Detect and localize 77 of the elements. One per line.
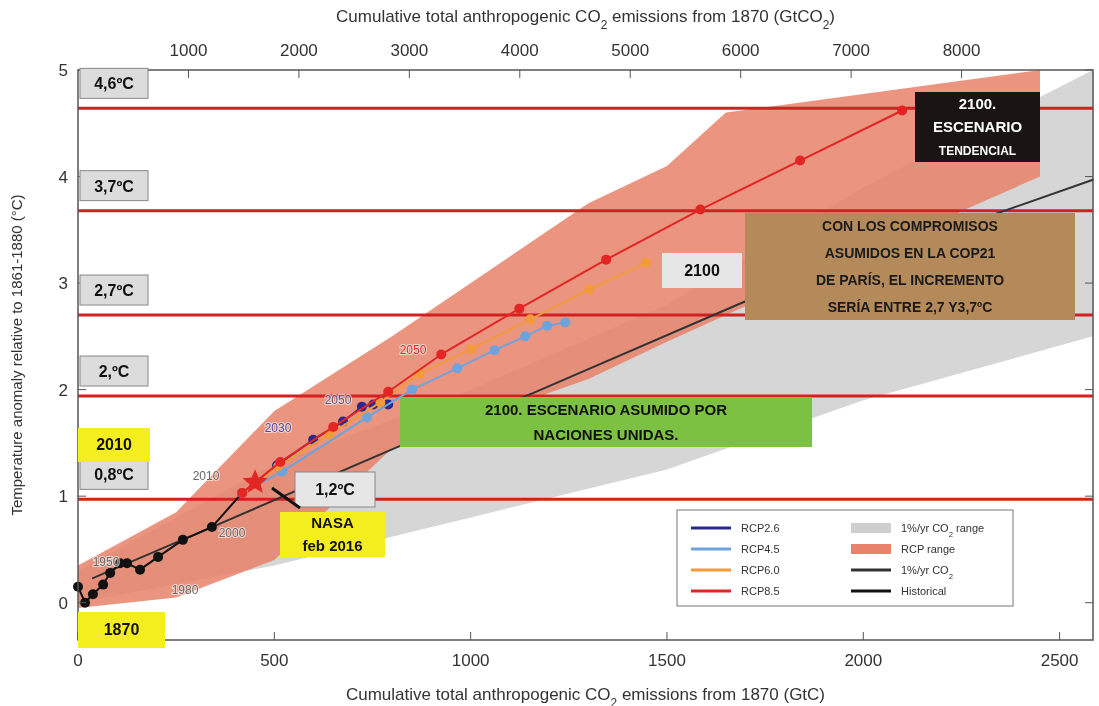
x2-tick-label: 7000 <box>832 41 871 60</box>
annotation: 1980 <box>171 583 199 597</box>
point <box>584 284 595 295</box>
point <box>87 589 98 600</box>
legend-label: 1%/yr CO$_{2}$ range <box>901 522 985 539</box>
ref-line-label: 2,7ºC <box>94 282 135 300</box>
x-tick-label: 0 <box>73 651 83 670</box>
x2-tick-label: 4000 <box>500 41 539 60</box>
y-tick-label: 1 <box>58 487 68 507</box>
annotation: 2050 <box>324 393 352 407</box>
annotation: 2100 <box>684 261 720 279</box>
point <box>452 363 463 374</box>
x-tick-label: 2000 <box>844 651 883 670</box>
ref-line-label: 4,6ºC <box>94 75 135 93</box>
annotation: 2050 <box>399 343 427 357</box>
legend-label: RCP range <box>901 543 956 555</box>
legend-label: RCP8.5 <box>741 585 780 597</box>
legend-label: Historical <box>901 585 947 597</box>
x2-tick-label: 1000 <box>169 41 208 60</box>
point <box>695 204 706 215</box>
point <box>98 579 109 590</box>
point <box>80 597 91 608</box>
ref-line-label: 0,8ºC <box>94 466 135 484</box>
y-tick-label: 3 <box>58 274 68 294</box>
y-axis-title: Temperature anomaly relative to 1861-1880 (°C) <box>8 194 25 516</box>
ref-line-label: 3,7ºC <box>94 177 135 195</box>
legend-label: RCP4.5 <box>741 543 780 555</box>
point <box>641 257 652 268</box>
y-tick-label: 2 <box>58 380 68 400</box>
point <box>897 105 908 116</box>
x-tick-label: 1000 <box>451 651 490 670</box>
annotation: 2000 <box>218 526 246 540</box>
x-tick-label: 2500 <box>1040 651 1079 670</box>
x2-tick-label: 5000 <box>611 41 650 60</box>
x2-tick-label: 6000 <box>721 41 760 60</box>
point <box>560 317 571 328</box>
legend-label: RCP6.0 <box>741 564 780 576</box>
legend-label: 1%/yr CO$_{2}$ <box>901 564 953 581</box>
legend-label: RCP2.6 <box>741 522 780 534</box>
annotation: 2010 <box>96 436 132 453</box>
x2-tick-label: 2000 <box>279 41 318 60</box>
point <box>489 345 500 356</box>
y-tick-label: 4 <box>58 167 68 187</box>
y-tick-label: 0 <box>58 593 68 613</box>
point <box>206 522 217 533</box>
point <box>328 421 339 432</box>
annotation: 2030 <box>264 421 292 435</box>
annotation: CON LOS COMPROMISOS ASUMIDOS EN LA COP21 DE PARÍS, EL INCREMENTO SERÍA ENTRE 2,7 Y3,7ºC <box>815 218 1005 315</box>
ref-line-label: 2,ºC <box>98 363 130 381</box>
point <box>242 469 268 493</box>
annotation: 2100. ESCENARIO TENDENCIAL <box>932 94 1023 159</box>
point <box>361 412 372 423</box>
point <box>520 331 531 342</box>
point <box>383 386 394 397</box>
point <box>525 314 536 325</box>
annotation: NASA feb 2016 <box>302 514 363 554</box>
point <box>153 551 164 562</box>
point <box>466 344 477 355</box>
point <box>542 320 553 331</box>
point <box>177 534 188 545</box>
x-tick-label: 1500 <box>648 651 686 670</box>
point <box>122 558 133 569</box>
x2-axis-title: Cumulative total anthropogenic CO$_{2}$ emissions from 1870 (GtCO$_{2}$) <box>336 7 835 32</box>
x2-tick-label: 8000 <box>942 41 981 60</box>
x-tick-label: 500 <box>260 651 289 670</box>
point <box>514 303 525 314</box>
y-tick-label: 5 <box>58 61 68 80</box>
point <box>105 567 116 578</box>
point <box>795 155 806 166</box>
point <box>407 384 418 395</box>
annotation: 2100. ESCENARIO ASUMIDO POR NACIONES UNIDAS. <box>485 400 728 443</box>
x2-tick-label: 3000 <box>390 41 429 60</box>
point <box>601 254 612 265</box>
point <box>135 564 146 575</box>
annotation: 1870 <box>103 621 140 638</box>
point <box>436 349 447 360</box>
annotation: 1,2ºC <box>315 480 356 498</box>
